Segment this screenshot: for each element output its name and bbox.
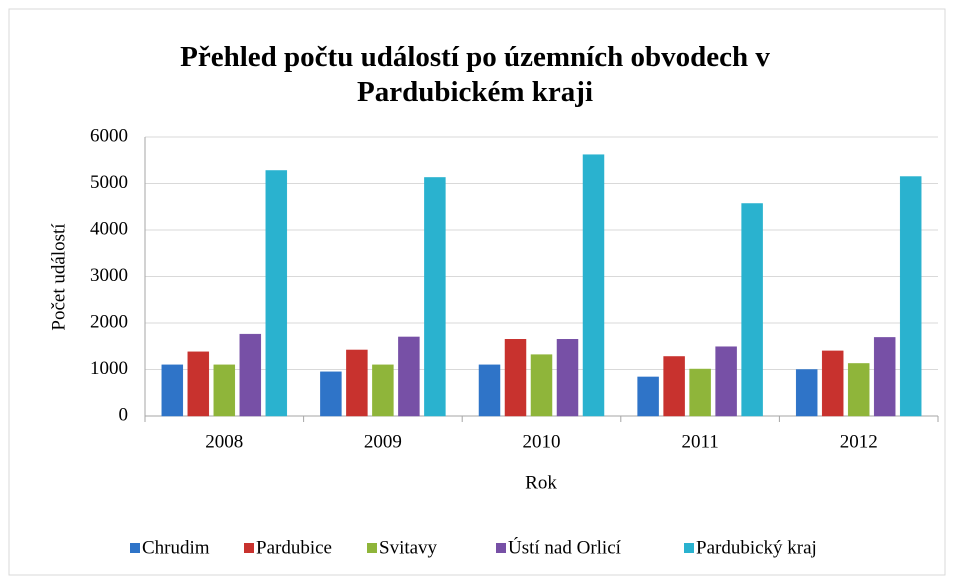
bar xyxy=(424,177,446,417)
bar xyxy=(663,356,685,417)
bar xyxy=(821,350,844,417)
y-tick-label: 2000 xyxy=(90,311,128,332)
bar xyxy=(478,364,501,417)
y-tick-label: 4000 xyxy=(90,218,128,239)
y-tick-label: 5000 xyxy=(90,172,128,193)
chart-border xyxy=(8,8,946,576)
bar xyxy=(372,364,394,417)
legend-swatch xyxy=(367,543,377,553)
bar xyxy=(346,349,368,417)
legend-swatch xyxy=(130,543,140,553)
legend-swatch xyxy=(496,543,506,553)
bar xyxy=(161,364,184,417)
x-tick-label: 2011 xyxy=(681,431,718,452)
bar xyxy=(637,376,659,417)
x-tick-label: 2012 xyxy=(840,431,878,452)
legend-label: Chrudim xyxy=(142,537,210,558)
x-tick-label: 2008 xyxy=(205,431,243,452)
bar xyxy=(741,203,763,417)
bar xyxy=(530,354,553,417)
legend-swatch xyxy=(684,543,694,553)
bar xyxy=(847,363,870,417)
bar xyxy=(265,170,288,417)
x-axis-label: Rok xyxy=(525,472,557,493)
chart-title: Přehled počtu událostí po územních obvod… xyxy=(180,41,770,108)
legend-label: Pardubice xyxy=(256,537,332,558)
bar xyxy=(504,339,527,417)
legend-swatch xyxy=(244,543,254,553)
x-tick-label: 2009 xyxy=(364,431,402,452)
bar xyxy=(873,337,896,417)
y-tick-label: 6000 xyxy=(90,125,128,146)
x-tick-label: 2010 xyxy=(523,431,561,452)
bar xyxy=(187,351,210,417)
y-tick-label: 3000 xyxy=(90,265,128,286)
bar xyxy=(582,154,605,417)
bar xyxy=(398,336,420,417)
y-tick-label: 1000 xyxy=(90,358,128,379)
y-axis-label: Počet událostí xyxy=(48,223,69,331)
bar xyxy=(899,176,922,417)
bar xyxy=(689,368,711,417)
bar xyxy=(239,333,262,417)
bar xyxy=(556,339,579,417)
bar xyxy=(320,371,342,417)
bar xyxy=(715,346,737,417)
legend-label: Svitavy xyxy=(379,537,438,558)
legend-label: Ústí nad Orlicí xyxy=(508,536,622,558)
legend-label: Pardubický kraj xyxy=(696,537,817,558)
y-tick-label: 0 xyxy=(119,404,129,425)
bar xyxy=(213,364,236,417)
bar xyxy=(795,369,818,417)
